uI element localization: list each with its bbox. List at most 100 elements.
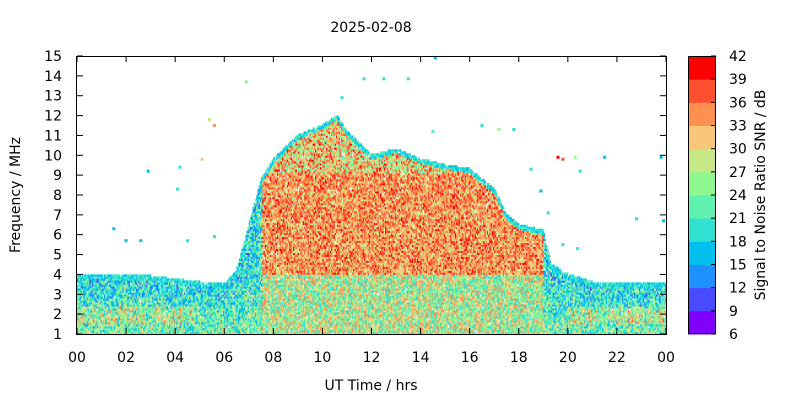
heatmap-cell — [154, 308, 156, 311]
heatmap-cell — [132, 320, 134, 323]
heatmap-cell — [134, 316, 137, 319]
heatmap-cell — [197, 300, 199, 303]
heatmap-cell — [175, 304, 177, 307]
heatmap-cell — [187, 290, 190, 293]
heatmap-cell — [130, 306, 133, 309]
heatmap-cell — [186, 332, 188, 335]
heatmap-cell — [99, 306, 101, 309]
heatmap-cell — [115, 286, 117, 289]
heatmap-cell — [188, 320, 191, 323]
heatmap-cell — [135, 300, 138, 303]
heatmap-cell — [81, 288, 84, 291]
heatmap-cell — [211, 328, 214, 331]
heatmap-cell — [226, 320, 229, 323]
heatmap-cell — [78, 292, 80, 295]
heatmap-cell — [104, 328, 106, 331]
heatmap-cell — [84, 314, 86, 317]
heatmap-cell — [145, 300, 148, 303]
heatmap-cell — [137, 284, 139, 287]
heatmap-cell — [122, 284, 125, 287]
heatmap-cell — [197, 320, 199, 323]
heatmap-cell — [118, 296, 121, 299]
heatmap-cell — [151, 332, 154, 335]
heatmap-cell — [213, 330, 215, 333]
heatmap-cell — [119, 318, 122, 321]
heatmap-cell — [142, 328, 144, 331]
heatmap-cell — [211, 294, 214, 297]
heatmap-cell — [213, 290, 215, 293]
heatmap-cell — [126, 302, 128, 305]
heatmap-cell — [169, 330, 171, 333]
heatmap-cell — [209, 284, 212, 287]
heatmap-cell — [113, 286, 116, 289]
heatmap-cell — [154, 310, 156, 313]
heatmap-cell — [182, 320, 185, 323]
heatmap-cell — [162, 286, 165, 289]
heatmap-cell — [155, 284, 158, 287]
heatmap-cell — [167, 284, 170, 287]
heatmap-cell — [145, 274, 148, 277]
heatmap-cell — [204, 306, 207, 309]
heatmap-cell — [186, 326, 188, 329]
heatmap-cell — [151, 318, 154, 321]
heatmap-cell — [112, 308, 115, 311]
heatmap-cell — [121, 320, 123, 323]
heatmap-cell — [187, 300, 190, 303]
heatmap-cell — [106, 282, 109, 285]
heatmap-cell — [213, 324, 215, 327]
heatmap-cell — [159, 322, 161, 325]
heatmap-cell — [90, 324, 93, 327]
heatmap-cell — [187, 316, 190, 319]
heatmap-cell — [153, 324, 155, 327]
heatmap-cell — [189, 286, 192, 289]
heatmap-cell — [210, 328, 213, 331]
heatmap-cell — [123, 296, 126, 299]
heatmap-cell — [101, 310, 104, 313]
heatmap-cell — [198, 316, 201, 319]
heatmap-cell — [178, 290, 181, 293]
heatmap-cell — [89, 300, 91, 303]
heatmap-cell — [133, 324, 136, 327]
heatmap-cell — [150, 286, 153, 289]
heatmap-cell — [191, 320, 193, 323]
heatmap-cell — [184, 332, 187, 335]
heatmap-cell — [111, 296, 113, 299]
heatmap-cell — [200, 318, 203, 321]
heatmap-cell — [105, 306, 107, 309]
heatmap-cell — [91, 322, 94, 325]
heatmap-cell — [202, 320, 204, 323]
heatmap-cell — [78, 298, 80, 301]
heatmap-cell — [88, 274, 90, 277]
heatmap-cell — [134, 332, 137, 335]
heatmap-cell — [91, 314, 94, 317]
heatmap-cell — [89, 274, 91, 277]
heatmap-cell — [150, 314, 153, 317]
heatmap-cell — [226, 280, 229, 283]
heatmap-cell — [127, 322, 129, 325]
heatmap-cell — [104, 326, 106, 329]
heatmap-cell — [210, 326, 213, 329]
heatmap-cell — [193, 282, 196, 285]
heatmap-cell — [95, 320, 98, 323]
heatmap-cell — [121, 328, 123, 331]
heatmap-cell — [170, 304, 172, 307]
heatmap-cell — [205, 292, 208, 295]
heatmap-cell — [149, 274, 152, 277]
heatmap-cell — [92, 304, 95, 307]
heatmap-cell — [117, 300, 120, 303]
heatmap-cell — [166, 316, 169, 319]
heatmap-cell — [124, 326, 127, 329]
heatmap-cell — [148, 314, 150, 317]
heatmap-cell — [121, 324, 123, 327]
heatmap-cell — [167, 294, 170, 297]
heatmap-cell — [119, 306, 122, 309]
heatmap-cell — [211, 284, 214, 287]
heatmap-cell — [89, 316, 91, 319]
heatmap-cell — [191, 324, 193, 327]
heatmap-cell — [157, 310, 160, 313]
heatmap-cell — [121, 294, 123, 297]
heatmap-cell — [204, 298, 207, 301]
heatmap-cell — [180, 324, 182, 327]
heatmap-cell — [119, 314, 122, 317]
heatmap-cell — [213, 286, 215, 289]
